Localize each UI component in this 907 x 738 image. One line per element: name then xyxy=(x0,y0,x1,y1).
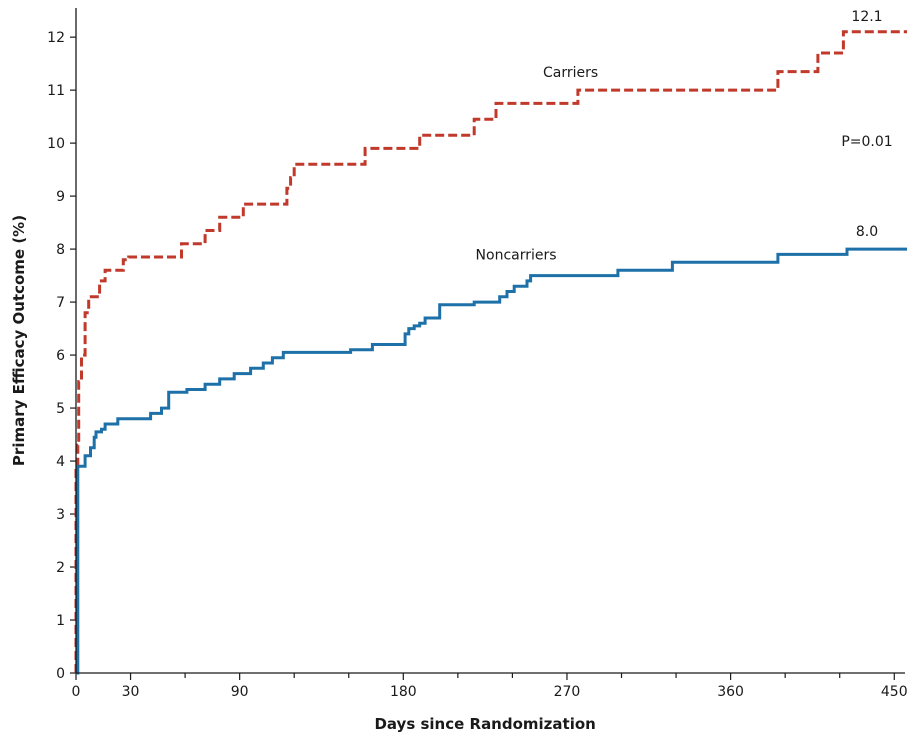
x-tick-label: 360 xyxy=(717,684,744,700)
series-line-noncarriers xyxy=(76,247,907,675)
y-tick-label: 5 xyxy=(56,401,65,417)
y-tick-label: 2 xyxy=(56,560,65,576)
x-tick-label: 90 xyxy=(231,684,249,700)
y-tick-label: 11 xyxy=(47,83,65,99)
series-line-carriers xyxy=(74,30,907,673)
y-tick-label: 10 xyxy=(47,136,65,152)
annotation-12-1: 12.1 xyxy=(851,9,882,25)
x-tick-label: 30 xyxy=(122,684,140,700)
x-axis-ticks: 0 30 90 180 270 360 450 xyxy=(72,673,907,700)
y-axis-title: Primary Efficacy Outcome (%) xyxy=(10,215,28,466)
annotation-layer: 12.1 Carriers P=0.01 8.0 Noncarriers xyxy=(476,9,893,263)
y-tick-label: 0 xyxy=(56,666,65,682)
y-tick-label: 4 xyxy=(56,454,65,470)
x-tick-label: 450 xyxy=(881,684,907,700)
x-tick-label: 0 xyxy=(72,684,81,700)
y-tick-label: 3 xyxy=(56,507,65,523)
series-layer xyxy=(74,30,907,675)
y-tick-label: 1 xyxy=(56,613,65,629)
y-tick-label: 6 xyxy=(56,348,65,364)
annotation-8-0: 8.0 xyxy=(856,224,878,240)
y-tick-label: 9 xyxy=(56,189,65,205)
annotation-carriers: Carriers xyxy=(543,65,598,81)
x-tick-label: 270 xyxy=(554,684,581,700)
x-axis-title: Days since Randomization xyxy=(374,715,595,733)
y-tick-label: 8 xyxy=(56,242,65,258)
y-tick-label: 12 xyxy=(47,30,65,46)
annotation-noncarriers: Noncarriers xyxy=(476,248,557,264)
x-tick-label: 180 xyxy=(390,684,417,700)
y-tick-label: 7 xyxy=(56,295,65,311)
annotation-p-0-01: P=0.01 xyxy=(841,134,892,150)
